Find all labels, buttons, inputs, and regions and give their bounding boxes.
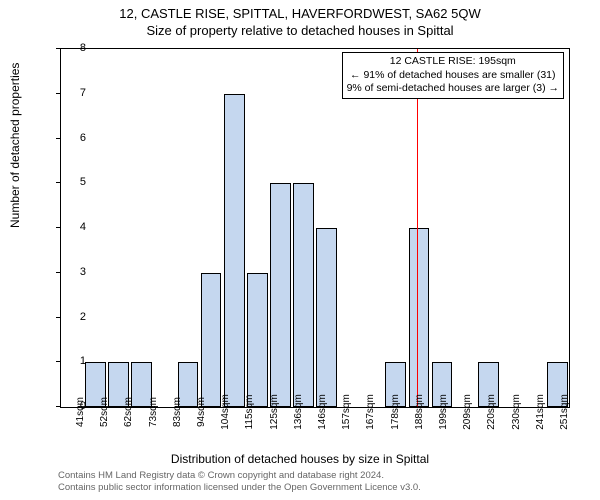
histogram-bar — [293, 183, 314, 407]
footer-attribution: Contains HM Land Registry data © Crown c… — [58, 470, 421, 494]
x-tick-label: 146sqm — [317, 394, 328, 430]
x-tick-label: 220sqm — [486, 394, 497, 430]
x-tick-label: 230sqm — [511, 394, 522, 430]
footer-line2: Contains public sector information licen… — [58, 482, 421, 494]
y-tick-mark — [56, 361, 60, 362]
y-tick-label: 5 — [66, 176, 86, 188]
x-tick-label: 94sqm — [196, 397, 207, 427]
histogram-bar — [247, 273, 268, 407]
y-tick-mark — [56, 406, 60, 407]
x-tick-label: 115sqm — [244, 395, 255, 430]
x-tick-label: 209sqm — [462, 394, 473, 430]
y-tick-mark — [56, 227, 60, 228]
annotation-line1: 12 CASTLE RISE: 195sqm — [347, 55, 559, 69]
chart-plot-area — [60, 48, 570, 408]
y-tick-label: 6 — [66, 132, 86, 144]
footer-line1: Contains HM Land Registry data © Crown c… — [58, 470, 421, 482]
annotation-line3: 9% of semi-detached houses are larger (3… — [347, 82, 559, 96]
x-tick-label: 241sqm — [535, 394, 546, 430]
x-tick-label: 188sqm — [414, 394, 425, 430]
histogram-bar — [201, 273, 222, 407]
y-tick-mark — [56, 182, 60, 183]
histogram-bar — [270, 183, 291, 407]
x-tick-label: 251sqm — [559, 394, 570, 430]
annotation-box: 12 CASTLE RISE: 195sqm← 91% of detached … — [342, 52, 564, 99]
y-tick-mark — [56, 93, 60, 94]
x-tick-label: 104sqm — [220, 394, 231, 430]
y-axis-label: Number of detached properties — [8, 63, 22, 228]
x-axis-label: Distribution of detached houses by size … — [0, 452, 600, 466]
y-tick-label: 8 — [66, 42, 86, 54]
x-tick-label: 83sqm — [172, 397, 183, 427]
y-tick-mark — [56, 317, 60, 318]
x-tick-label: 178sqm — [390, 394, 401, 430]
x-tick-label: 52sqm — [99, 397, 110, 427]
y-tick-label: 1 — [66, 355, 86, 367]
annotation-line2: ← 91% of detached houses are smaller (31… — [347, 69, 559, 83]
y-tick-mark — [56, 272, 60, 273]
x-tick-label: 41sqm — [75, 397, 86, 427]
chart-supertitle: 12, CASTLE RISE, SPITTAL, HAVERFORDWEST,… — [0, 0, 600, 21]
y-tick-label: 4 — [66, 221, 86, 233]
x-tick-label: 62sqm — [123, 397, 134, 427]
reference-line — [417, 49, 418, 407]
x-tick-label: 73sqm — [148, 397, 159, 427]
x-tick-label: 199sqm — [438, 394, 449, 430]
x-tick-label: 125sqm — [269, 394, 280, 430]
y-tick-mark — [56, 138, 60, 139]
chart-title: Size of property relative to detached ho… — [0, 21, 600, 38]
x-tick-label: 167sqm — [365, 394, 376, 430]
x-tick-label: 157sqm — [341, 394, 352, 430]
histogram-bar — [409, 228, 430, 407]
x-tick-label: 136sqm — [293, 394, 304, 430]
histogram-bar — [316, 228, 337, 407]
y-tick-mark — [56, 48, 60, 49]
histogram-bar — [224, 94, 245, 407]
y-tick-label: 7 — [66, 87, 86, 99]
y-tick-label: 2 — [66, 311, 86, 323]
y-tick-label: 3 — [66, 266, 86, 278]
